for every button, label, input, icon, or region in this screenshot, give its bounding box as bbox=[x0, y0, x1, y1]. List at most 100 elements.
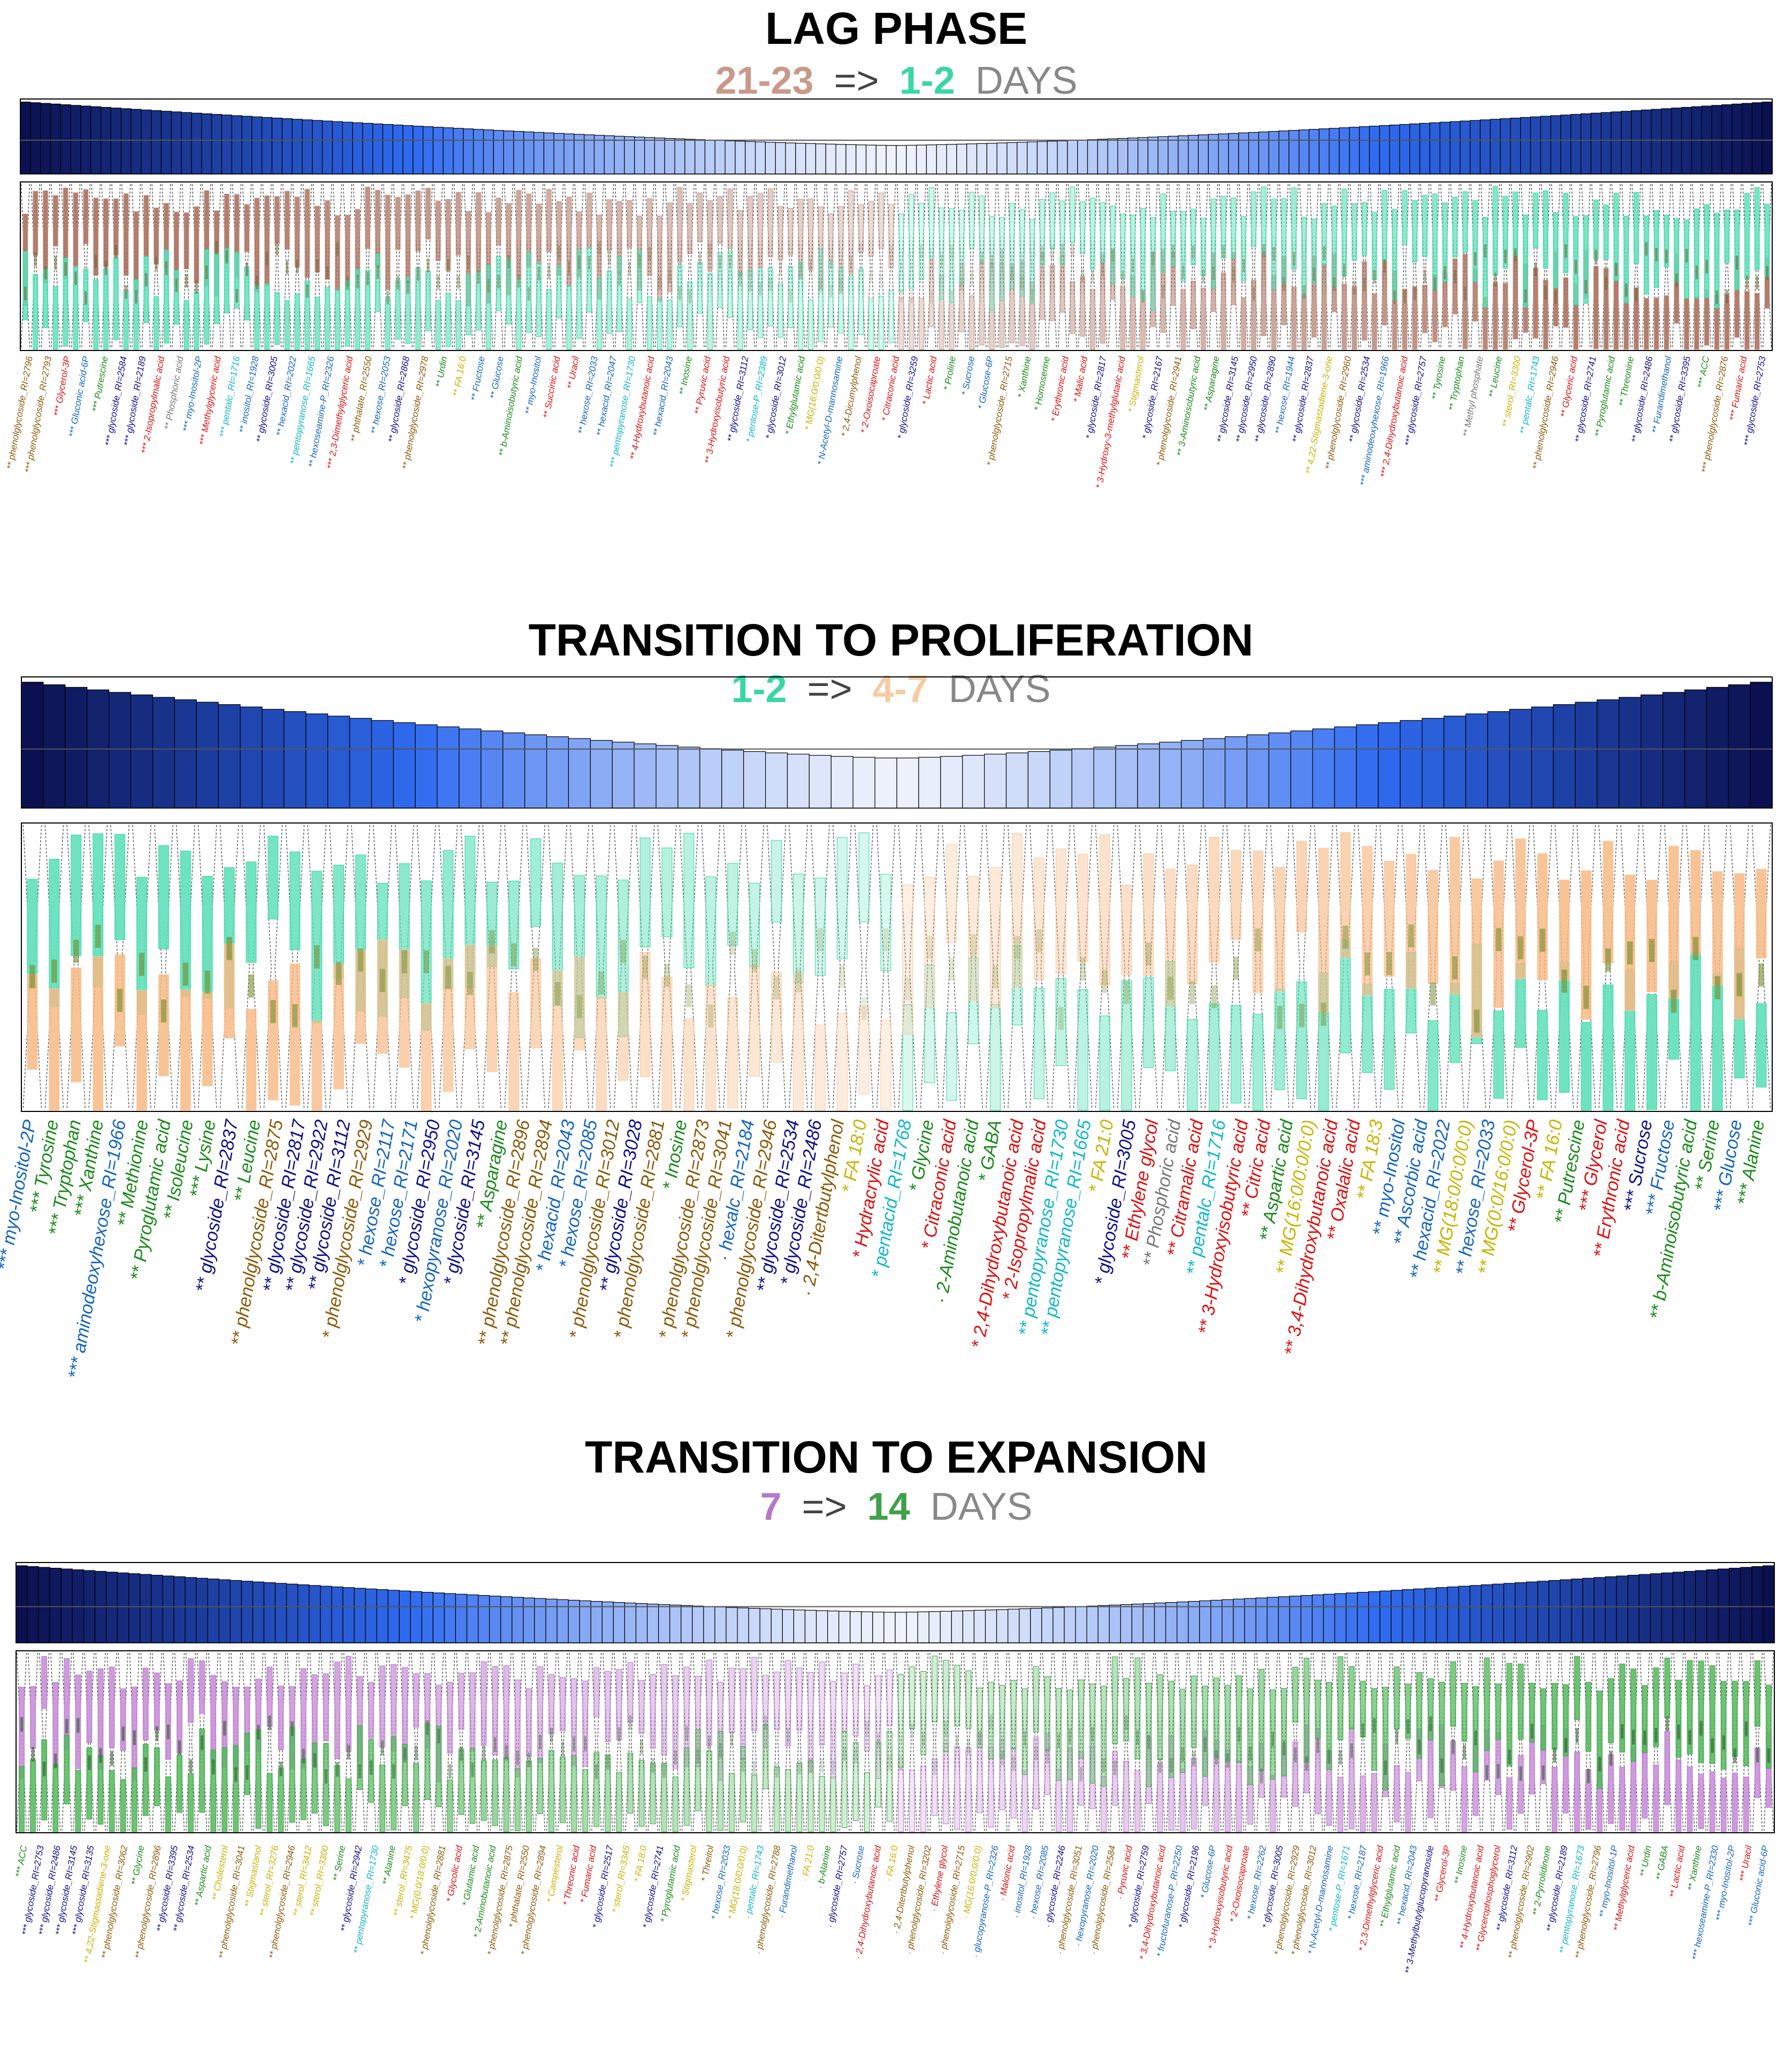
significance-bar bbox=[1570, 114, 1582, 174]
violin-outline bbox=[343, 1652, 354, 1831]
violin-outline bbox=[1358, 825, 1377, 1110]
group-from-bar bbox=[858, 204, 864, 253]
group-to-bar bbox=[455, 300, 461, 350]
violin-outline bbox=[61, 184, 71, 349]
violin-outline bbox=[1707, 825, 1727, 1110]
group-to-bar bbox=[255, 1729, 262, 1829]
overlap-mark bbox=[573, 1736, 576, 1751]
group-from-bar bbox=[990, 1004, 1001, 1111]
significance-bar bbox=[1509, 708, 1532, 809]
violin-outline bbox=[50, 1652, 61, 1831]
group-from-bar bbox=[1694, 296, 1699, 350]
overlap-mark bbox=[1079, 1766, 1083, 1781]
significance-bar bbox=[754, 141, 766, 174]
violin-outline bbox=[363, 184, 372, 349]
group-to-bar bbox=[1471, 878, 1482, 1038]
significance-bar bbox=[655, 745, 678, 809]
violin-outline bbox=[433, 1652, 444, 1831]
overlap-mark bbox=[139, 952, 145, 976]
overlap-mark bbox=[1041, 246, 1044, 260]
significance-bar bbox=[1049, 750, 1072, 809]
significance-bar bbox=[1413, 1588, 1425, 1643]
violin-outline bbox=[393, 184, 403, 349]
overlap-mark bbox=[910, 1723, 914, 1739]
significance-bar bbox=[218, 1579, 231, 1643]
group-from-bar bbox=[1422, 285, 1428, 333]
group-from-bar bbox=[1687, 1766, 1693, 1832]
group-to-bar bbox=[1110, 205, 1116, 285]
group-from-bar bbox=[807, 1672, 814, 1773]
overlap-mark bbox=[576, 995, 583, 1018]
group-from-bar bbox=[1402, 288, 1408, 350]
overlap-mark bbox=[719, 255, 721, 269]
group-to-bar bbox=[1668, 845, 1679, 999]
overlap-mark bbox=[820, 1758, 823, 1773]
group-to-bar bbox=[234, 252, 240, 309]
significance-bar bbox=[1706, 687, 1729, 809]
significance-bar bbox=[1503, 1583, 1516, 1643]
group-to-bar bbox=[278, 1767, 284, 1832]
group-to-bar bbox=[650, 1763, 656, 1824]
group-from-bar bbox=[939, 275, 944, 350]
group-from-bar bbox=[1603, 985, 1614, 1111]
group-from-bar bbox=[1130, 276, 1136, 350]
group-from-bar bbox=[729, 1667, 735, 1733]
group-to-bar bbox=[566, 285, 572, 350]
group-from-bar bbox=[395, 197, 401, 250]
significance-bar bbox=[1334, 1593, 1347, 1643]
group-to-bar bbox=[109, 1770, 115, 1832]
overlap-mark bbox=[854, 1748, 857, 1763]
overlap-mark bbox=[1643, 1730, 1646, 1745]
significance-bar bbox=[271, 117, 283, 174]
group-from-bar bbox=[768, 188, 773, 257]
significance-bar bbox=[322, 120, 333, 174]
overlap-mark bbox=[850, 256, 852, 270]
group-to-bar bbox=[1303, 1658, 1310, 1762]
group-to-bar bbox=[1259, 1668, 1264, 1771]
violin-outline bbox=[1628, 1652, 1639, 1831]
significance-bar bbox=[1188, 1601, 1200, 1643]
significance-bar bbox=[1531, 706, 1554, 809]
violin-outline bbox=[624, 184, 634, 349]
group-to-bar bbox=[1077, 853, 1088, 962]
significance-bar bbox=[211, 114, 222, 174]
significance-bar bbox=[1006, 142, 1018, 174]
violin-outline bbox=[816, 184, 826, 349]
overlap-mark bbox=[1574, 260, 1577, 274]
group-to-bar bbox=[1714, 212, 1720, 309]
violin-outline bbox=[264, 1652, 275, 1831]
group-to-bar bbox=[1371, 212, 1377, 280]
significance-bar bbox=[692, 1605, 704, 1643]
group-from-bar bbox=[762, 1675, 769, 1748]
significance-bar bbox=[393, 722, 416, 809]
metabolite-label: ** myo-Inositol bbox=[523, 355, 544, 415]
group-to-bar bbox=[1562, 1684, 1569, 1757]
group-from-bar bbox=[115, 834, 126, 940]
group-to-bar bbox=[1734, 873, 1745, 1019]
significance-bar bbox=[1560, 1579, 1572, 1643]
group-from-bar bbox=[774, 1672, 780, 1730]
significance-bar bbox=[140, 1574, 152, 1643]
violin-outline bbox=[1595, 1652, 1605, 1831]
group-from-bar bbox=[819, 1662, 825, 1746]
significance-bar bbox=[973, 1610, 986, 1643]
overlap-mark bbox=[1452, 1739, 1455, 1754]
group-from-bar bbox=[1261, 250, 1267, 336]
significance-bar bbox=[946, 144, 957, 174]
violin-outline bbox=[685, 184, 695, 349]
metabolite-label: * Citraconic acid bbox=[880, 355, 901, 422]
violin-outline bbox=[796, 184, 805, 349]
violin-outline bbox=[839, 1652, 850, 1831]
overlap-mark bbox=[950, 245, 953, 258]
violin-outline bbox=[1511, 825, 1530, 1110]
significance-bar bbox=[793, 1610, 806, 1643]
violin-outline bbox=[1601, 184, 1611, 349]
significance-bar bbox=[1728, 684, 1751, 809]
overlap-mark bbox=[1744, 1721, 1748, 1736]
violin-outline bbox=[1143, 1652, 1154, 1831]
group-from-bar bbox=[109, 1666, 115, 1748]
overlap-mark bbox=[437, 276, 440, 289]
group-to-bar bbox=[402, 1744, 408, 1807]
group-from-bar bbox=[1593, 265, 1599, 349]
overlap-mark bbox=[900, 289, 903, 303]
